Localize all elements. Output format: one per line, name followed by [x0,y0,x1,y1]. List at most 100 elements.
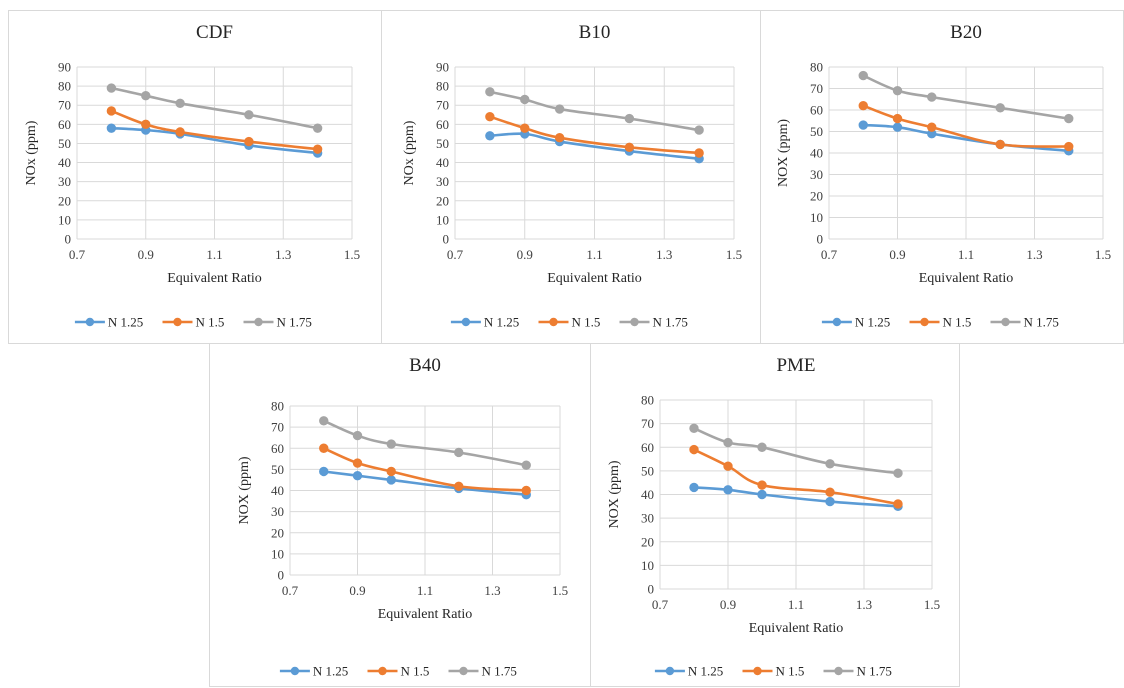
data-point [386,439,396,449]
y-tick-label: 80 [810,60,823,75]
y-tick-label: 40 [271,483,284,498]
x-tick-label: 1.3 [1026,247,1042,262]
legend-marker [290,666,300,676]
chart-svg: B20 0 10 20 30 40 50 60 70 80 0.7 0.9 1.1 1.3 1.5 Equiv… [776,22,1111,330]
data-point [757,442,767,452]
data-point [858,120,868,130]
data-point [825,459,835,469]
data-point [386,466,396,477]
x-tick-label: 0.7 [652,597,669,612]
data-point [312,123,323,133]
data-point [106,83,117,93]
legend-label: N 1.5 [943,315,972,330]
data-point [319,466,329,477]
y-tick-label: 0 [443,232,450,247]
data-point [454,481,464,491]
y-tick-label: 60 [58,117,71,132]
data-point [520,123,530,133]
data-point [554,104,565,114]
data-point [1064,141,1074,152]
legend-label: N 1.75 [653,315,688,330]
data-point [689,423,699,434]
data-point [312,144,323,154]
chart-panel-b10: B10 0 10 20 30 40 50 60 70 80 90 0.7 0.9 1.1 1.3 1.5 Equ… [381,10,761,344]
data-point [1064,113,1074,124]
y-tick-label: 50 [641,463,654,478]
y-tick-label: 10 [436,212,449,227]
y-tick-label: 40 [641,487,654,502]
data-point [521,460,531,470]
y-tick-label: 20 [271,525,284,540]
x-tick-label: 0.9 [720,597,736,612]
x-tick-label: 1.1 [586,247,602,262]
legend-marker [459,666,468,676]
data-point [723,437,733,448]
y-axis-label: NOx (ppm) [402,120,417,185]
chart-title: B10 [579,22,611,43]
data-point [485,111,495,122]
x-tick-label: 1.1 [206,247,222,262]
data-point [892,113,903,124]
y-tick-label: 0 [648,582,655,597]
data-point [141,90,151,101]
data-point [624,142,635,152]
y-tick-label: 60 [436,117,449,132]
chart-svg: PME 0 10 20 30 40 50 60 70 80 0.7 0.9 1.1 1.3 1.5 Equiv… [607,355,940,679]
chart-panel-b20: B20 0 10 20 30 40 50 60 70 80 0.7 0.9 1.1 1.3 1.5 Equiv… [760,10,1124,344]
data-point [244,136,254,147]
data-point [723,485,733,495]
data-point [927,122,937,132]
x-axis-label: Equivalent Ratio [749,621,843,636]
y-tick-label: 0 [278,568,285,583]
y-axis-label: NOX (ppm) [607,460,622,528]
x-tick-label: 1.5 [924,597,940,612]
data-point [106,123,117,133]
x-tick-label: 0.9 [349,583,365,598]
legend-marker [378,666,387,676]
data-point [694,148,704,158]
y-tick-label: 80 [436,79,449,94]
legend-marker [630,317,639,327]
y-tick-label: 80 [58,79,71,94]
data-point [858,70,868,81]
y-tick-label: 20 [810,189,823,204]
y-tick-label: 0 [65,232,72,247]
legend-label: N 1.5 [196,315,225,330]
y-tick-label: 50 [58,136,71,151]
data-point [723,461,733,471]
chart-svg: B40 0 10 20 30 40 50 60 70 80 0.7 0.9 1.1 1.3 1.5 Equiv… [237,355,568,679]
y-axis-label: NOx (ppm) [24,120,39,185]
data-point [995,139,1005,150]
y-tick-label: 30 [436,174,449,189]
y-axis-label: NOX (ppm) [776,119,791,187]
y-tick-label: 70 [436,98,449,113]
y-tick-label: 70 [58,98,71,113]
y-tick-label: 50 [271,462,284,477]
data-point [521,485,531,496]
data-point [319,443,329,453]
data-point [554,133,565,143]
y-tick-label: 30 [641,511,654,526]
data-point [825,496,835,507]
x-tick-label: 1.5 [726,247,742,262]
x-tick-label: 1.5 [1095,247,1111,262]
x-axis-label: Equivalent Ratio [378,607,472,622]
x-tick-label: 0.9 [889,247,905,262]
chart-panel-b40: B40 0 10 20 30 40 50 60 70 80 0.7 0.9 1.1 1.3 1.5 Equiv… [209,343,591,687]
legend-label: N 1.75 [857,664,892,679]
x-tick-label: 1.1 [788,597,804,612]
data-point [319,416,329,426]
legend-marker [173,317,182,327]
chart-title: CDF [196,22,233,43]
legend-label: N 1.25 [484,315,519,330]
data-point [893,499,903,509]
y-tick-label: 50 [436,136,449,151]
legend-marker [834,666,843,676]
legend-marker [753,666,762,676]
x-axis-label: Equivalent Ratio [547,271,641,286]
data-point [352,458,363,468]
data-point [825,487,835,497]
legend-label: N 1.25 [855,315,890,330]
data-point [892,122,903,132]
data-point [520,94,530,105]
